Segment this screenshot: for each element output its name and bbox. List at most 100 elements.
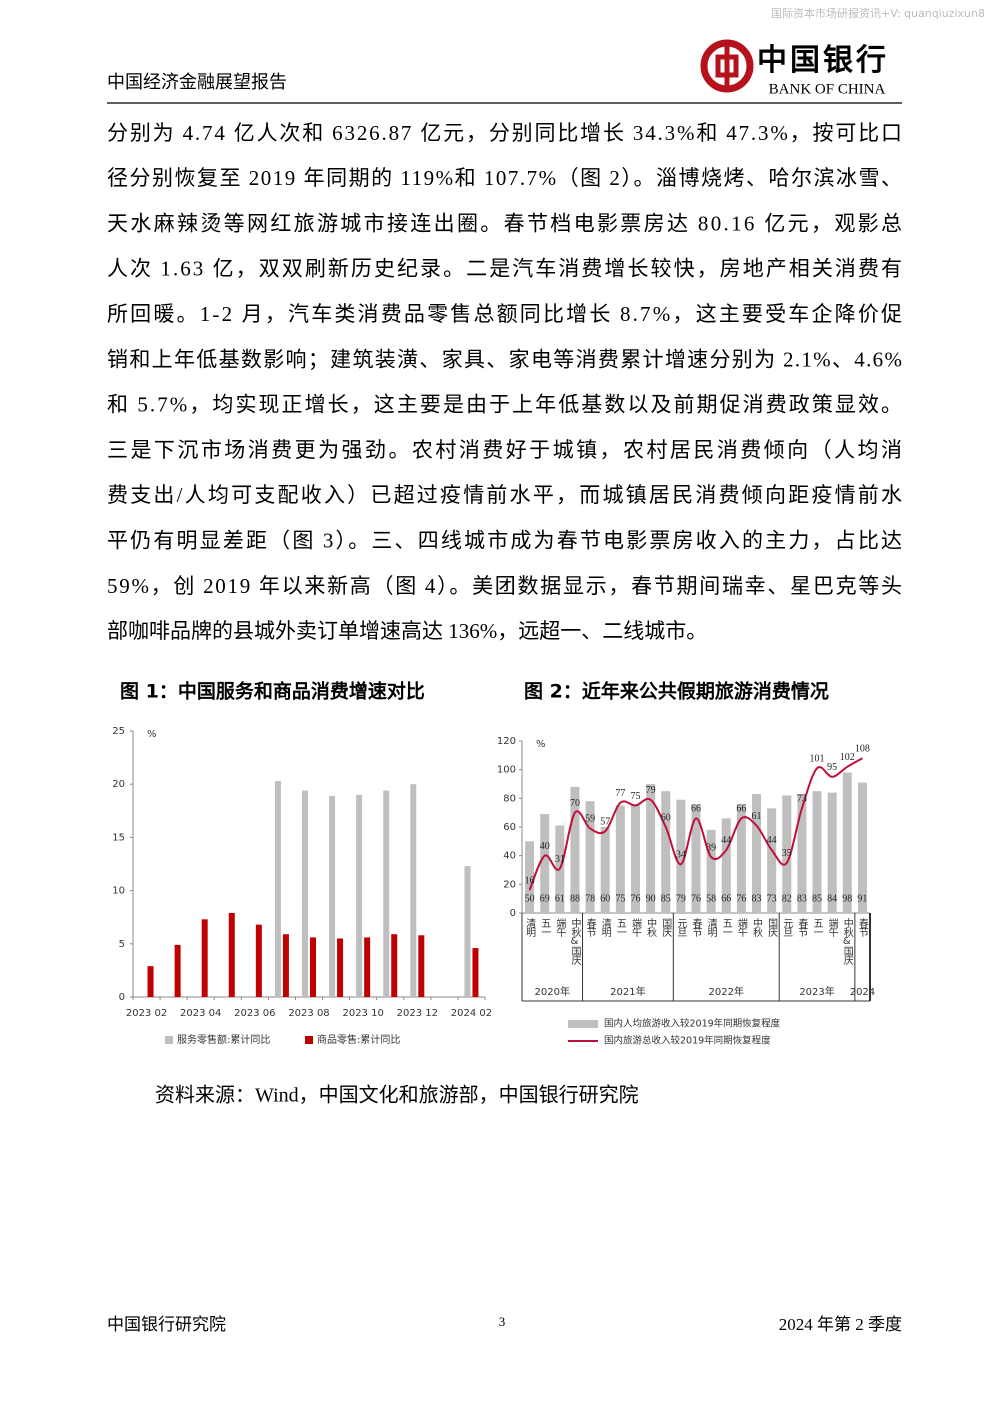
report-title: 中国经济金融展望报告 xyxy=(107,72,287,92)
bar-value-label: 83 xyxy=(797,893,807,904)
bar-value-label: 79 xyxy=(676,893,686,904)
bar xyxy=(464,866,471,997)
bar xyxy=(282,934,289,997)
bar xyxy=(661,791,671,913)
bar xyxy=(570,786,580,913)
bar-value-label: 61 xyxy=(555,893,565,904)
line-value-label: 101 xyxy=(810,754,825,765)
group-label: 2020年 xyxy=(535,985,570,998)
bar xyxy=(812,791,822,913)
line-value-label: 77 xyxy=(615,788,625,799)
bar xyxy=(418,935,425,997)
line-value-label: 44 xyxy=(721,835,731,846)
bar xyxy=(302,790,308,997)
x-tick-label: 五一 xyxy=(539,918,551,936)
footer-right: 2024 年第 2 季度 xyxy=(779,1315,902,1334)
body-line: 所回暖。1-2 月，汽车类消费品零售总额同比增长 8.7%，这主要受车企降价促 xyxy=(107,302,902,326)
bar-value-label: 78 xyxy=(585,893,595,904)
legend-label: 商品零售:累计同比 xyxy=(317,1033,400,1046)
y-tick-label: 40 xyxy=(503,851,516,862)
bar-value-label: 85 xyxy=(812,893,822,904)
y-tick-label: 15 xyxy=(112,832,125,843)
bar xyxy=(585,801,595,913)
line-value-label: 35 xyxy=(782,848,792,859)
body-line: 天水麻辣烫等网红旅游城市接连出圈。春节档电影票房达 80.16 亿元，观影总 xyxy=(107,211,902,235)
bar xyxy=(691,804,701,913)
figure-title: 图 2：近年来公共假期旅游消费情况 xyxy=(524,680,829,703)
x-tick-label: 中秋 xyxy=(645,917,657,938)
x-tick-label: 端午 xyxy=(554,917,566,938)
y-tick-label: 20 xyxy=(112,779,125,790)
bar-value-label: 58 xyxy=(706,893,716,904)
legend-label: 国内旅游总收入较2019年同期恢复程度 xyxy=(604,1035,771,1047)
bar-value-label: 69 xyxy=(540,893,550,904)
x-tick-label: 国庆 xyxy=(766,918,778,938)
bar xyxy=(615,805,625,913)
bar-value-label: 73 xyxy=(767,893,777,904)
bar-value-label: 88 xyxy=(570,893,580,904)
x-tick-label: 五一 xyxy=(614,918,626,936)
body-line: 费支出/人均可支配收入）已超过疫情前水平，而城镇居民消费倾向距疫情前水 xyxy=(107,483,902,507)
line-value-label: 70 xyxy=(570,798,580,809)
line-value-label: 75 xyxy=(630,791,640,802)
bar-value-label: 90 xyxy=(646,893,656,904)
x-tick-label: 端午 xyxy=(826,917,838,938)
line-value-label: 60 xyxy=(661,812,671,823)
bar xyxy=(383,790,390,997)
bar xyxy=(147,966,154,997)
x-tick-label: 国庆 xyxy=(660,918,672,938)
body-line: 和 5.7%，均实现正增长，这主要是由于上年低基数以及前期促消费政策显效。 xyxy=(107,393,902,417)
x-tick-label: 中秋&国庆 xyxy=(841,917,853,966)
bar xyxy=(356,794,363,997)
x-tick-label: 2023 08 xyxy=(288,1008,329,1019)
line-value-label: 40 xyxy=(540,841,550,852)
bar xyxy=(600,827,610,913)
bar xyxy=(752,794,762,913)
x-tick-label: 清明 xyxy=(599,917,611,938)
bar xyxy=(274,781,281,997)
y-tick-label: 5 xyxy=(119,939,125,950)
bar-value-label: 75 xyxy=(615,893,625,904)
line-value-label: 66 xyxy=(691,804,701,815)
bar-value-label: 84 xyxy=(827,893,837,904)
body-line: 人次 1.63 亿，双双刷新历史纪录。二是汽车消费增长较快，房地产相关消费有 xyxy=(107,257,902,281)
bar-value-label: 76 xyxy=(630,893,640,904)
line-value-label: 59 xyxy=(585,814,595,825)
y-tick-label: 80 xyxy=(503,793,516,804)
x-tick-label: 端午 xyxy=(629,917,641,938)
x-tick-label: 五一 xyxy=(811,918,823,936)
legend-swatch xyxy=(568,1020,598,1028)
line-value-label: 79 xyxy=(646,785,656,796)
bar xyxy=(797,794,807,913)
y-tick-label: 100 xyxy=(497,765,516,776)
bar xyxy=(736,804,746,913)
line-value-label: 102 xyxy=(840,752,855,763)
line-value-label: 44 xyxy=(767,835,777,846)
line-series xyxy=(528,757,863,891)
bar-value-label: 50 xyxy=(525,893,535,904)
y-tick-label: 120 xyxy=(497,736,516,747)
line-value-label: 61 xyxy=(752,811,762,822)
bar xyxy=(525,841,535,913)
bar xyxy=(827,792,837,913)
x-tick-label: 元旦 xyxy=(675,918,687,937)
y-tick-label: 25 xyxy=(112,726,125,737)
line-value-label: 108 xyxy=(855,743,870,754)
bar xyxy=(364,937,371,997)
logo-icon xyxy=(700,39,754,93)
logo-en: BANK OF CHINA xyxy=(769,81,886,97)
line-value-label: 57 xyxy=(600,817,610,828)
x-tick-label: 2023 12 xyxy=(397,1008,438,1019)
y-tick-label: 0 xyxy=(119,992,125,1003)
line-value-label: 39 xyxy=(706,842,716,853)
x-tick-label: 中秋 xyxy=(751,917,763,938)
line-value-label: 95 xyxy=(827,762,837,773)
watermark: 国际资本市场研报资讯+V: quanqiuzixun8 xyxy=(771,6,985,20)
x-tick-label: 2023 02 xyxy=(126,1008,167,1019)
x-tick-label: 2024 02 xyxy=(451,1008,492,1019)
x-tick-label: 春节 xyxy=(690,918,702,938)
x-tick-label: 春节 xyxy=(584,918,596,938)
bar-value-label: 76 xyxy=(736,893,746,904)
body-line: 部咖啡品牌的县城外卖订单增速高达 136%，远超一、二线城市。 xyxy=(107,619,707,643)
